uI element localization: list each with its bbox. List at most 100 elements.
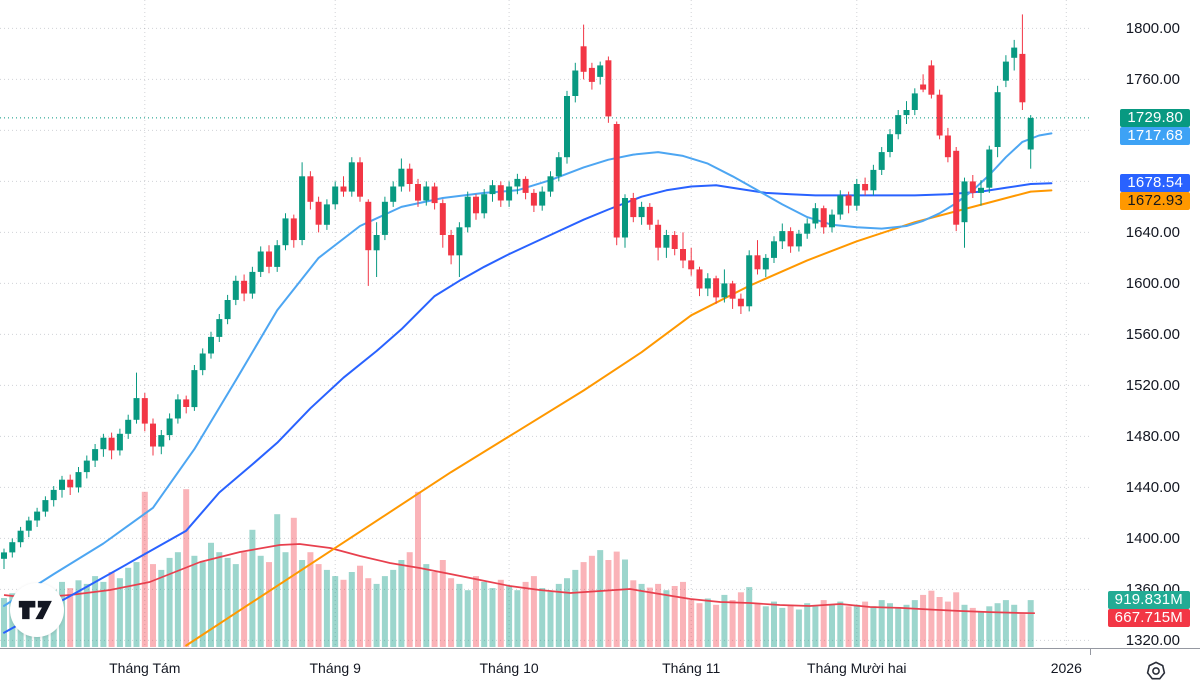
volume-bar <box>514 590 521 647</box>
candle-body <box>9 542 16 553</box>
candle-body <box>522 178 529 193</box>
volume-bar <box>92 576 99 647</box>
price-badge-ma-mid: 1678.54 <box>1120 174 1190 193</box>
candle-body <box>481 194 488 214</box>
volume-bar <box>779 607 786 647</box>
candle-body <box>290 218 297 241</box>
candle-body <box>539 191 546 206</box>
volume-bar <box>348 572 355 647</box>
volume-bar <box>340 579 347 647</box>
candle-body <box>928 65 935 95</box>
tradingview-logo[interactable] <box>10 583 64 637</box>
volume-bar <box>439 560 446 647</box>
volume-bar <box>125 567 132 647</box>
candle-body <box>274 245 281 267</box>
candle-body <box>17 530 24 543</box>
volume-bar <box>208 542 214 647</box>
candle-body <box>365 201 372 251</box>
candle-body <box>878 152 885 170</box>
candle-body <box>50 489 57 501</box>
candle-body <box>911 93 918 110</box>
candle-body <box>853 184 860 206</box>
candle-body <box>183 399 190 407</box>
volume-bar <box>845 606 852 647</box>
volume-bar <box>282 552 289 647</box>
volume-bar <box>489 588 496 647</box>
volume-bar <box>241 552 248 647</box>
candle-body <box>547 176 554 192</box>
volume-bar <box>522 581 529 647</box>
ma-mid-line <box>3 182 1053 634</box>
volume-bar <box>133 562 140 647</box>
candle-body <box>75 472 82 488</box>
volume-bar <box>150 564 156 647</box>
candle-body <box>829 214 835 228</box>
candle-body <box>903 110 910 116</box>
volume-bar <box>315 564 322 647</box>
candle-body <box>680 249 686 261</box>
candle-body <box>688 260 695 270</box>
volume-bar <box>870 606 877 647</box>
volume-bar <box>555 583 562 647</box>
candle-body <box>597 65 604 77</box>
volume-bar <box>473 576 479 647</box>
candle-body <box>514 178 521 187</box>
candle-body <box>779 231 786 242</box>
volume-bar <box>671 586 678 647</box>
volume-bar <box>613 551 620 647</box>
volume-bar <box>878 600 885 647</box>
volume-bar <box>274 514 281 647</box>
time-scale-axis[interactable] <box>0 649 1090 690</box>
price-scale-axis[interactable] <box>1090 0 1200 648</box>
candle-body <box>862 184 869 191</box>
candle-body <box>721 283 728 298</box>
candle-body <box>986 149 993 188</box>
volume-bar <box>580 562 587 647</box>
volume-bar <box>812 606 819 647</box>
gridlines <box>0 0 1090 648</box>
candle-body <box>762 257 769 270</box>
volume-bar <box>323 569 330 647</box>
volume-bar <box>141 491 148 647</box>
volume-bar <box>108 572 115 647</box>
candle-body <box>1002 61 1009 81</box>
volume-bar <box>704 598 711 647</box>
candle-body <box>704 278 711 289</box>
volume-bar <box>804 603 811 647</box>
candle-body <box>406 168 413 184</box>
candle-body <box>804 223 811 234</box>
price-badge-volume-ma: 667.715M <box>1107 609 1190 628</box>
volume-bar <box>729 600 736 647</box>
volume-bar <box>680 581 686 647</box>
volume-bar <box>771 601 777 647</box>
volume-bar <box>415 491 421 647</box>
candle-body <box>795 233 802 247</box>
candle-body <box>506 186 513 201</box>
volume-bars <box>1 489 1034 647</box>
candle-body <box>431 186 438 204</box>
volume-bar <box>1002 600 1009 647</box>
gear-icon[interactable] <box>1142 657 1169 684</box>
candle-body <box>133 398 140 420</box>
candle-body <box>638 206 645 218</box>
volume-bar <box>895 607 902 647</box>
candle-body <box>158 435 165 447</box>
candle-body <box>787 231 794 247</box>
candle-body <box>920 84 927 90</box>
volume-bar <box>365 578 372 647</box>
volume-bar <box>481 581 488 647</box>
volume-bar <box>588 555 595 647</box>
volume-bar <box>961 604 968 647</box>
candle-body <box>572 70 579 96</box>
volume-bar <box>622 559 628 647</box>
candle-body <box>630 198 637 218</box>
volume-bar <box>597 550 604 647</box>
volume-bar <box>448 578 455 647</box>
volume-bar <box>978 611 984 647</box>
volume-bar <box>746 587 753 647</box>
candle-body <box>473 196 479 214</box>
candle-body <box>729 283 736 299</box>
candle-body <box>92 449 99 461</box>
volume-bar <box>232 564 239 647</box>
